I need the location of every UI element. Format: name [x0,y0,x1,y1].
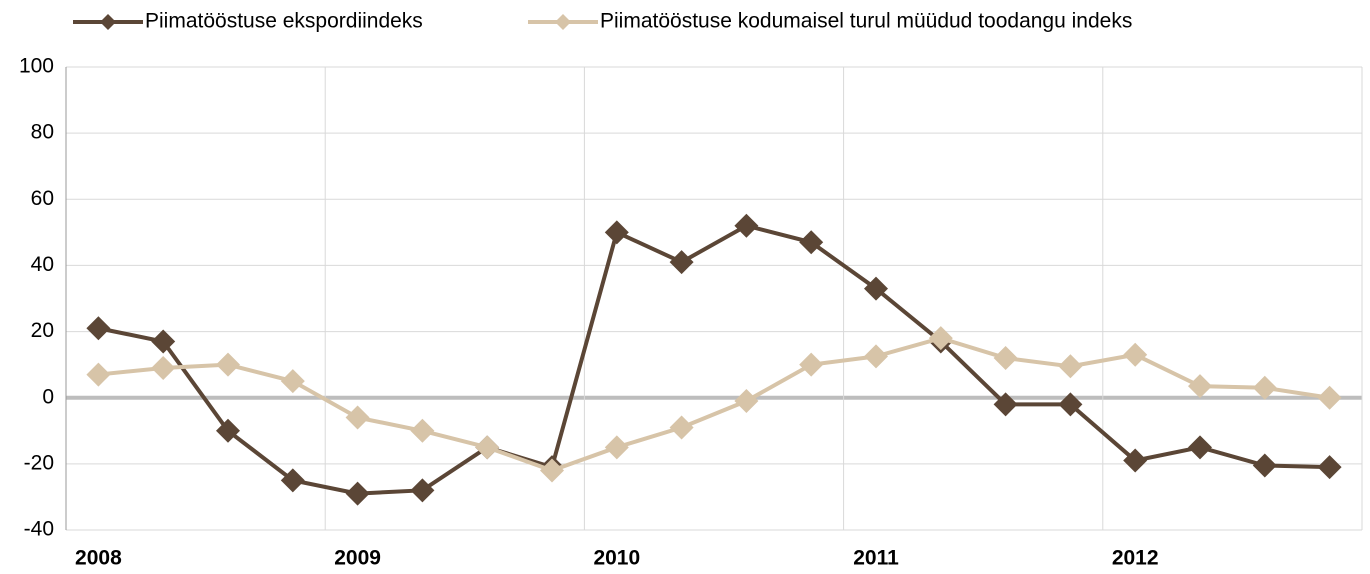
legend-marker [100,14,116,30]
marker [669,250,694,275]
y-tick-label: 40 [31,253,54,276]
marker [864,276,888,301]
series-line [97,223,1330,496]
marker [345,481,370,506]
x-tick-label: 2011 [853,547,899,570]
marker [475,435,500,460]
legend-label: Piimatööstuse kodumaisel turul müüdud to… [600,10,1132,33]
marker [1188,435,1212,460]
y-tick-label: -40 [24,518,54,541]
marker [410,418,435,443]
x-tick-label: 2008 [75,547,122,570]
marker [1058,392,1083,417]
x-tick-label: 2012 [1112,547,1159,570]
marker [410,478,435,503]
series-line [98,336,1330,473]
marker [1317,385,1342,410]
marker [604,220,629,245]
y-tick-label: 80 [31,121,54,144]
marker [280,369,305,394]
marker [1317,455,1342,480]
marker [864,344,888,369]
marker [1188,374,1212,399]
marker [540,458,564,483]
y-tick-label: 20 [31,319,54,342]
legend-marker [555,14,571,30]
marker [1123,342,1148,367]
marker [669,415,694,440]
marker [216,352,240,377]
marker [345,405,370,430]
marker [86,362,111,387]
y-tick-label: -20 [24,451,54,474]
marker [799,230,824,255]
x-tick-label: 2009 [334,547,381,570]
x-tick-label: 2010 [593,547,640,570]
marker [216,418,240,443]
y-tick-label: 100 [19,55,54,78]
legend-label: Piimatööstuse ekspordiindeks [145,10,423,33]
marker [280,468,305,493]
marker [86,316,111,341]
marker [1123,448,1148,473]
marker [928,326,953,351]
y-tick-label: 60 [31,187,54,210]
marker [799,352,824,377]
marker [604,435,629,460]
marker [734,389,759,414]
marker [1252,453,1277,478]
marker [1252,375,1277,400]
marker [151,355,176,380]
marker [993,392,1018,417]
y-tick-label: 0 [42,385,54,408]
marker [151,329,176,354]
marker [734,213,759,238]
marker [993,346,1018,371]
marker [1058,354,1083,379]
